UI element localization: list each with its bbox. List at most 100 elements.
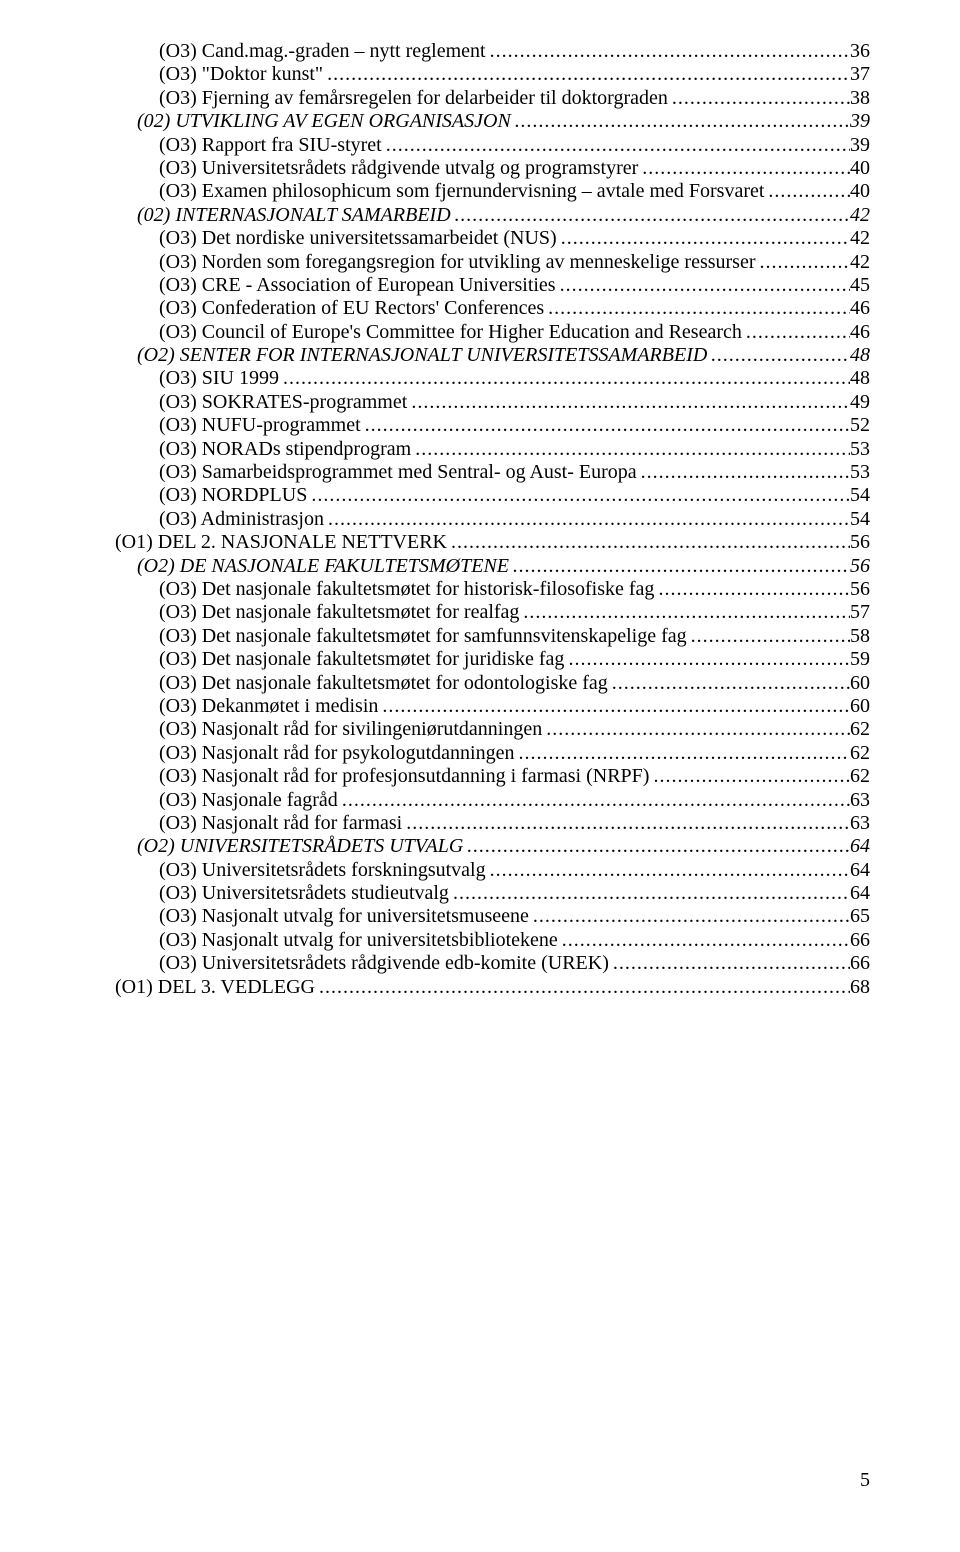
toc-entry-page: 66 [850,929,870,952]
toc-entry-label: (O3) NORADs stipendprogram [159,438,411,461]
toc-entry-page: 49 [850,391,870,414]
toc-entry-page: 60 [850,672,870,695]
toc-entry-label: (O3) Council of Europe's Committee for H… [159,321,742,344]
toc-entry: (O3) Confederation of EU Rectors' Confer… [115,297,870,320]
toc-entry: (O3) Fjerning av femårsregelen for delar… [115,87,870,110]
toc-entry-page: 68 [850,976,870,999]
page-footer-number: 5 [860,1469,870,1492]
toc-entry-leader [742,321,850,344]
toc-entry-leader [378,695,850,718]
toc-entry: (O3) Nasjonalt råd for profesjonsutdanni… [115,765,870,788]
toc-entry-label: (O3) Universitetsrådets forskningsutvalg [159,859,486,882]
toc-entry-page: 64 [850,882,870,905]
toc-entry: (O3) Det nordiske universitetssamarbeide… [115,227,870,250]
toc-entry-label: (O3) Det nasjonale fakultetsmøtet for ju… [159,648,564,671]
toc-entry-page: 42 [850,251,870,274]
toc-entry-leader [486,40,850,63]
toc-entry-leader [514,742,850,765]
toc-entry-label: (O3) Norden som foregangsregion for utvi… [159,251,756,274]
toc-entry-label: (O3) Nasjonalt råd for psykologutdanning… [159,742,514,765]
toc-entry-label: (O3) SOKRATES-programmet [159,391,407,414]
toc-entry-leader [558,929,850,952]
toc-entry-page: 56 [850,555,870,578]
toc-entry-label: (O1) DEL 2. NASJONALE NETTVERK [115,531,447,554]
toc-entry-label: (O3) Nasjonalt råd for sivilingeniørutda… [159,718,542,741]
toc-entry: (O3) SOKRATES-programmet 49 [115,391,870,414]
toc-entry-page: 54 [850,484,870,507]
toc-entry-page: 54 [850,508,870,531]
toc-entry: (O3) Administrasjon54 [115,508,870,531]
toc-entry: (O3) Council of Europe's Committee for H… [115,321,870,344]
toc-entry-leader [609,952,850,975]
toc-entry-page: 39 [850,134,870,157]
toc-entry-label: (O3) Examen philosophicum som fjernunder… [159,180,764,203]
toc-entry: (O3) Universitetsrådets rådgivende edb-k… [115,952,870,975]
toc-entry-label: (O2) SENTER FOR INTERNASJONALT UNIVERSIT… [137,344,707,367]
toc-entry-label: (O3) Universitetsrådets rådgivende edb-k… [159,952,609,975]
toc-entry: (O3) Examen philosophicum som fjernunder… [115,180,870,203]
toc-entry-page: 36 [850,40,870,63]
toc-entry-leader [707,344,850,367]
table-of-contents: (O3) Cand.mag.-graden – nytt reglement36… [115,40,870,999]
toc-entry-leader [564,648,850,671]
toc-entry-leader [451,204,850,227]
toc-entry: (O3) Norden som foregangsregion for utvi… [115,251,870,274]
toc-entry-leader [315,976,850,999]
toc-entry: (O3) Universitetsrådets studieutvalg64 [115,882,870,905]
toc-entry: (O3) NORDPLUS54 [115,484,870,507]
toc-entry: (O3) Nasjonalt råd for psykologutdanning… [115,742,870,765]
toc-entry-label: (O3) "Doktor kunst" [159,63,323,86]
toc-entry-page: 45 [850,274,870,297]
toc-entry-label: (O3) Rapport fra SIU-styret [159,134,382,157]
toc-entry-label: (O3) Nasjonalt utvalg for universitetsbi… [159,929,558,952]
toc-entry-page: 53 [850,438,870,461]
toc-entry-page: 42 [850,227,870,250]
toc-entry-label: (O3) Det nasjonale fakultetsmøtet for od… [159,672,608,695]
toc-entry-label: (O2) UNIVERSITETSRÅDETS UTVALG [137,835,463,858]
toc-entry-leader [638,157,850,180]
toc-entry-leader [529,905,850,928]
toc-entry-leader [608,672,850,695]
toc-entry-page: 48 [850,367,870,390]
toc-entry-leader [447,531,850,554]
toc-entry-page: 42 [850,204,870,227]
toc-entry-page: 64 [850,859,870,882]
toc-entry-label: (O3) Det nasjonale fakultetsmøtet for hi… [159,578,654,601]
toc-entry-page: 39 [850,110,870,133]
toc-entry-page: 59 [850,648,870,671]
toc-entry-leader [654,578,850,601]
toc-entry-label: (O3) Confederation of EU Rectors' Confer… [159,297,544,320]
toc-entry-page: 56 [850,531,870,554]
toc-entry-page: 64 [850,835,870,858]
toc-entry-leader [519,601,850,624]
toc-entry-leader [687,625,850,648]
toc-entry-label: (O3) Fjerning av femårsregelen for delar… [159,87,668,110]
toc-entry: (O3) Universitetsrådets forskningsutvalg… [115,859,870,882]
toc-entry-leader [637,461,850,484]
toc-entry-label: (O3) CRE - Association of European Unive… [159,274,556,297]
toc-entry-page: 40 [850,180,870,203]
toc-entry-page: 46 [850,297,870,320]
toc-entry: (O3) Universitetsrådets rådgivende utval… [115,157,870,180]
toc-entry-label: (O3) Dekanmøtet i medisin [159,695,378,718]
toc-entry: (O1) DEL 2. NASJONALE NETTVERK 56 [115,531,870,554]
toc-entry-label: (O3) Det nordiske universitetssamarbeide… [159,227,557,250]
toc-entry: (O3) Nasjonalt råd for sivilingeniørutda… [115,718,870,741]
toc-entry-label: (O3) Det nasjonale fakultetsmøtet for sa… [159,625,687,648]
toc-entry-leader [324,508,850,531]
toc-entry: (O1) DEL 3. VEDLEGG68 [115,976,870,999]
toc-entry: (O3) "Doktor kunst"37 [115,63,870,86]
toc-entry-page: 62 [850,742,870,765]
toc-entry-page: 40 [850,157,870,180]
toc-entry-page: 58 [850,625,870,648]
toc-entry-page: 65 [850,905,870,928]
toc-entry: (O3) SIU 199948 [115,367,870,390]
toc-entry: (O3) Det nasjonale fakultetsmøtet for od… [115,672,870,695]
toc-entry-page: 57 [850,601,870,624]
toc-entry-page: 53 [850,461,870,484]
toc-entry: (O3) Det nasjonale fakultetsmøtet for re… [115,601,870,624]
toc-entry-page: 56 [850,578,870,601]
toc-entry-page: 62 [850,718,870,741]
toc-entry-label: (O2) DE NASJONALE FAKULTETSMØTENE [137,555,509,578]
toc-entry-leader [463,835,850,858]
